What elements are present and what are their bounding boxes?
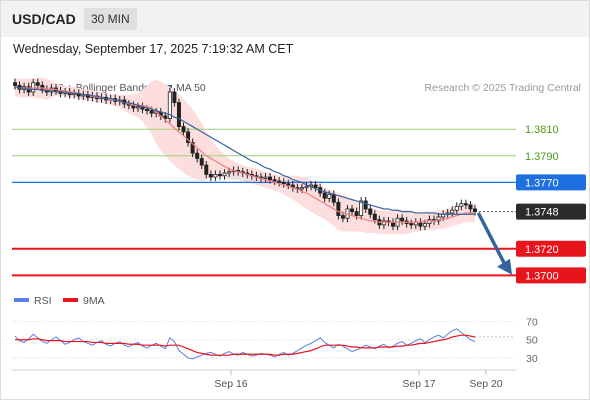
- support-label: 1.3700: [525, 270, 559, 282]
- candle-body: [12, 82, 17, 86]
- candle-body: [354, 211, 359, 216]
- candle-body: [454, 205, 459, 211]
- candle-body: [217, 173, 222, 177]
- legend-rsi-label: RSI: [34, 295, 52, 307]
- current-price-label: 1.3748: [525, 207, 559, 219]
- legend-ma50-label: MA 50: [176, 82, 206, 94]
- x-tick-label: Sep 20: [469, 378, 502, 390]
- candle-body: [281, 181, 286, 185]
- candle-body: [450, 209, 455, 214]
- candle-body: [49, 87, 54, 93]
- candle-body: [363, 200, 368, 210]
- candle-body: [268, 176, 273, 181]
- candle-body: [400, 217, 405, 222]
- support-tag: [516, 267, 586, 284]
- pivot-label: 1.3770: [525, 177, 559, 189]
- candle-body: [213, 173, 218, 178]
- ma20-line: [14, 86, 475, 223]
- candle-body: [350, 208, 355, 212]
- candle-body: [304, 185, 309, 189]
- candle-body: [286, 183, 291, 186]
- candle-body: [222, 172, 227, 177]
- rsi-tick-label: 30: [526, 353, 538, 365]
- chart-datetime: Wednesday, September 17, 2025 7:19:32 AM…: [13, 42, 294, 56]
- candle-body: [208, 173, 213, 178]
- support-label: 1.3720: [525, 244, 559, 256]
- x-axis: Sep 16 Sep 17 Sep 20: [214, 370, 503, 390]
- candle-body: [368, 208, 373, 215]
- rsi-line: [14, 328, 476, 360]
- legend-rsi-swatch: [14, 298, 29, 302]
- current-price-tag: [516, 203, 586, 220]
- rsi-ma-line: [15, 334, 476, 356]
- candle-body: [381, 220, 386, 226]
- candle-body: [459, 203, 464, 207]
- candle-body: [35, 82, 40, 86]
- x-tick-label: Sep 17: [402, 378, 435, 390]
- candle-body: [322, 192, 327, 199]
- candle-body: [359, 200, 364, 216]
- x-tick-label: Sep 16: [214, 378, 247, 390]
- candle-body: [331, 193, 336, 203]
- candle-body: [427, 219, 432, 224]
- forecast-arrow-head: [497, 258, 512, 275]
- forecast-arrow-shaft: [477, 212, 508, 269]
- candle-body: [372, 213, 377, 220]
- candle-body: [409, 223, 414, 226]
- candle-body: [468, 204, 473, 210]
- candle-body: [190, 142, 195, 154]
- pivot-tag: [516, 174, 586, 191]
- candle-body: [135, 106, 140, 109]
- candle-body: [31, 82, 36, 93]
- candle-body: [145, 108, 150, 112]
- copyright-label: Research © 2025 Trading Central: [424, 82, 581, 94]
- candle-body: [263, 176, 268, 179]
- candle-body: [40, 84, 45, 90]
- candle-body: [149, 110, 154, 114]
- timeframe-button[interactable]: 30 MIN: [84, 8, 137, 30]
- candle-body: [472, 208, 477, 212]
- resistance-label: 1.3790: [525, 151, 559, 163]
- rsi-panel: 70 50 30: [12, 317, 538, 365]
- candle-body: [186, 131, 191, 143]
- candle-body: [422, 223, 427, 227]
- candle-body: [176, 102, 181, 127]
- candle-body: [299, 187, 304, 190]
- candle-body: [327, 193, 332, 199]
- candle-body: [463, 203, 468, 206]
- candle-body: [436, 216, 441, 222]
- legend-rsi-ma-swatch: [63, 298, 78, 302]
- candle-body: [336, 201, 341, 216]
- candle-body: [313, 184, 318, 189]
- candle-body: [204, 164, 209, 175]
- candle-body: [172, 91, 177, 104]
- candle-body: [181, 126, 186, 133]
- candle-body: [195, 152, 200, 159]
- legend-rsi-ma-label: 9MA: [83, 295, 105, 307]
- ma50-line: [14, 86, 475, 215]
- symbol-label: USD/CAD: [12, 11, 76, 27]
- rsi-tick-label: 70: [526, 317, 538, 329]
- resistance-label: 1.3810: [525, 124, 559, 136]
- candle-body: [163, 115, 168, 119]
- candle-body: [340, 215, 345, 219]
- rsi-tick-label: 50: [526, 335, 538, 347]
- chart-header: USD/CAD 30 MIN: [1, 1, 589, 37]
- candle-body: [272, 179, 277, 182]
- support-tag: [516, 240, 586, 257]
- candle-body: [167, 91, 172, 119]
- candle-body: [227, 171, 232, 174]
- candle-body: [199, 158, 204, 166]
- price-panel: 1.3810 1.3790 1.3770 1.3748 1.3720 1.3700: [12, 77, 586, 284]
- candle-body: [277, 180, 282, 183]
